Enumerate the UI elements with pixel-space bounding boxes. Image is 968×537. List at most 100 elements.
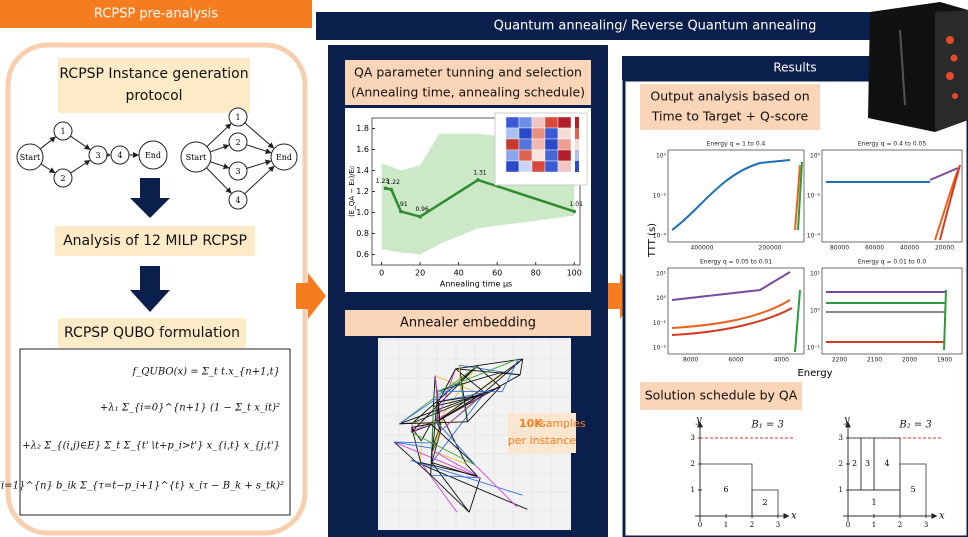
mesh-edge: [467, 386, 501, 423]
graph-node: [110, 145, 130, 165]
heatmap-cell: [544, 149, 559, 162]
mesh-edge: [436, 365, 478, 423]
section-header: RCPSP pre-analysis: [94, 7, 218, 22]
heatmap-colorbar: [575, 139, 579, 150]
task-label: 1: [871, 498, 876, 507]
step-text: RCPSP QUBO formulation: [64, 325, 240, 341]
task-label: 3: [865, 459, 870, 468]
heatmap-cell: [518, 127, 533, 140]
y-tick-label: 1.8: [356, 124, 369, 133]
axis-name: y: [695, 414, 702, 425]
heatmap-cell: [518, 138, 533, 151]
graph-edge: [246, 159, 272, 169]
curve: [671, 299, 791, 329]
formula-line: +λ₁ Σ_{i=0}^{n+1} (1 − Σ_t x_it)²: [100, 403, 280, 414]
y-tick-label: 10⁰: [810, 153, 821, 160]
mesh-edge: [432, 450, 478, 477]
graph-node: [16, 143, 44, 171]
step-box: [55, 226, 255, 256]
x-tick-label: 80000: [830, 245, 849, 252]
x-tick-label: 60000: [865, 245, 884, 252]
box-title: Time to Target + Q-score: [651, 109, 809, 124]
formula-line: f_QUBO(x) = Σ_t t.x_{n+1,t}: [132, 367, 280, 378]
mesh-edge: [399, 382, 461, 425]
x-tick-label: 2000: [902, 357, 917, 364]
section-header: Quantum annealing/ Reverse Quantum annea…: [494, 19, 817, 34]
y-tick-label: 10⁻⁴: [807, 233, 821, 240]
graph-node: [53, 168, 73, 188]
down-arrow: [130, 178, 170, 218]
mesh-edge: [436, 358, 524, 423]
node-label: End: [276, 153, 292, 162]
y-tick-label: 1: [839, 486, 843, 494]
value-label: .91: [398, 201, 408, 208]
samples-text: samples: [540, 417, 586, 430]
curve: [939, 164, 961, 241]
mesh-edge: [442, 418, 467, 465]
y-tick-label: 0.6: [356, 250, 369, 259]
y-tick-label: 10⁰: [656, 295, 667, 302]
box-title: RCPSP Instance generation: [59, 66, 248, 82]
y-tick-label: 10⁻⁴: [653, 233, 667, 240]
heatmap-cell: [557, 116, 572, 129]
plot-title: Energy q = 0.01 to 0.0: [858, 259, 926, 266]
mesh-edge: [394, 441, 437, 444]
title-box: [345, 60, 591, 105]
mesh-edge: [431, 462, 481, 479]
y-tick-label: 0.8: [356, 229, 369, 238]
y-tick-label: 3: [839, 434, 843, 442]
title-box: [58, 58, 250, 113]
curve: [794, 164, 801, 231]
graph-node: [138, 140, 168, 170]
y-tick-label: 1.6: [356, 145, 369, 154]
heatmap-cell: [544, 138, 559, 151]
plot-title: Energy q = 1 to 0.4: [707, 141, 766, 148]
heatmap-cell: [531, 127, 546, 140]
y-tick-label: 10¹: [656, 271, 667, 278]
x-tick-label: 1: [872, 521, 876, 529]
node-label: Start: [186, 153, 207, 162]
graph-node: [228, 132, 248, 152]
graph-edge: [39, 136, 56, 150]
y-axis-label: TTT (s): [647, 223, 658, 258]
task-label: 4: [884, 459, 889, 468]
mesh-edge: [432, 450, 467, 465]
curve: [929, 167, 959, 181]
graph-node: [228, 161, 248, 181]
curve: [934, 169, 959, 241]
formula-line: +λ₃ Σ_t Σ_k (Σ_{i=1}^{n} b_ik Σ_{τ=t−p_i…: [0, 481, 284, 492]
mesh-edge: [432, 391, 439, 451]
heatmap-colorbar: [575, 161, 579, 172]
mesh-edge: [432, 418, 444, 451]
task-label: 2: [762, 498, 767, 507]
task-label: 5: [910, 485, 915, 494]
x-tick-label: 1900: [937, 357, 952, 364]
heatmap-colorbar: [575, 128, 579, 139]
mesh-edge: [433, 394, 484, 407]
mesh-edge: [484, 358, 524, 393]
x-tick-label: 2: [750, 521, 754, 529]
box-title: (Annealing time, annealing schedule): [351, 85, 585, 100]
x-tick-label: 0: [846, 521, 850, 529]
mesh-edge: [465, 463, 478, 477]
x-tick-label: 60: [492, 269, 502, 278]
mesh-edge: [474, 464, 518, 508]
mesh-edge: [455, 358, 523, 370]
graph-edge: [210, 161, 230, 170]
point: [383, 186, 388, 191]
x-tick-label: 6000: [728, 357, 743, 364]
axis-name: x: [791, 511, 797, 522]
formula-box: [19, 348, 291, 516]
section-header: Results: [773, 61, 816, 75]
y-tick-label: 1.2: [356, 187, 369, 196]
y-tick-label: 10⁻¹: [653, 320, 667, 327]
heatmap-cell: [531, 160, 546, 173]
step-text: Analysis of 12 MILP RCPSP: [63, 233, 247, 249]
heatmap-cell: [518, 160, 533, 173]
title-box: [640, 84, 820, 130]
task-block: [751, 489, 779, 517]
node-label: 4: [235, 196, 240, 205]
x-tick-label: 2100: [867, 357, 882, 364]
node-label: 4: [117, 151, 122, 160]
graph-edge: [244, 165, 275, 195]
